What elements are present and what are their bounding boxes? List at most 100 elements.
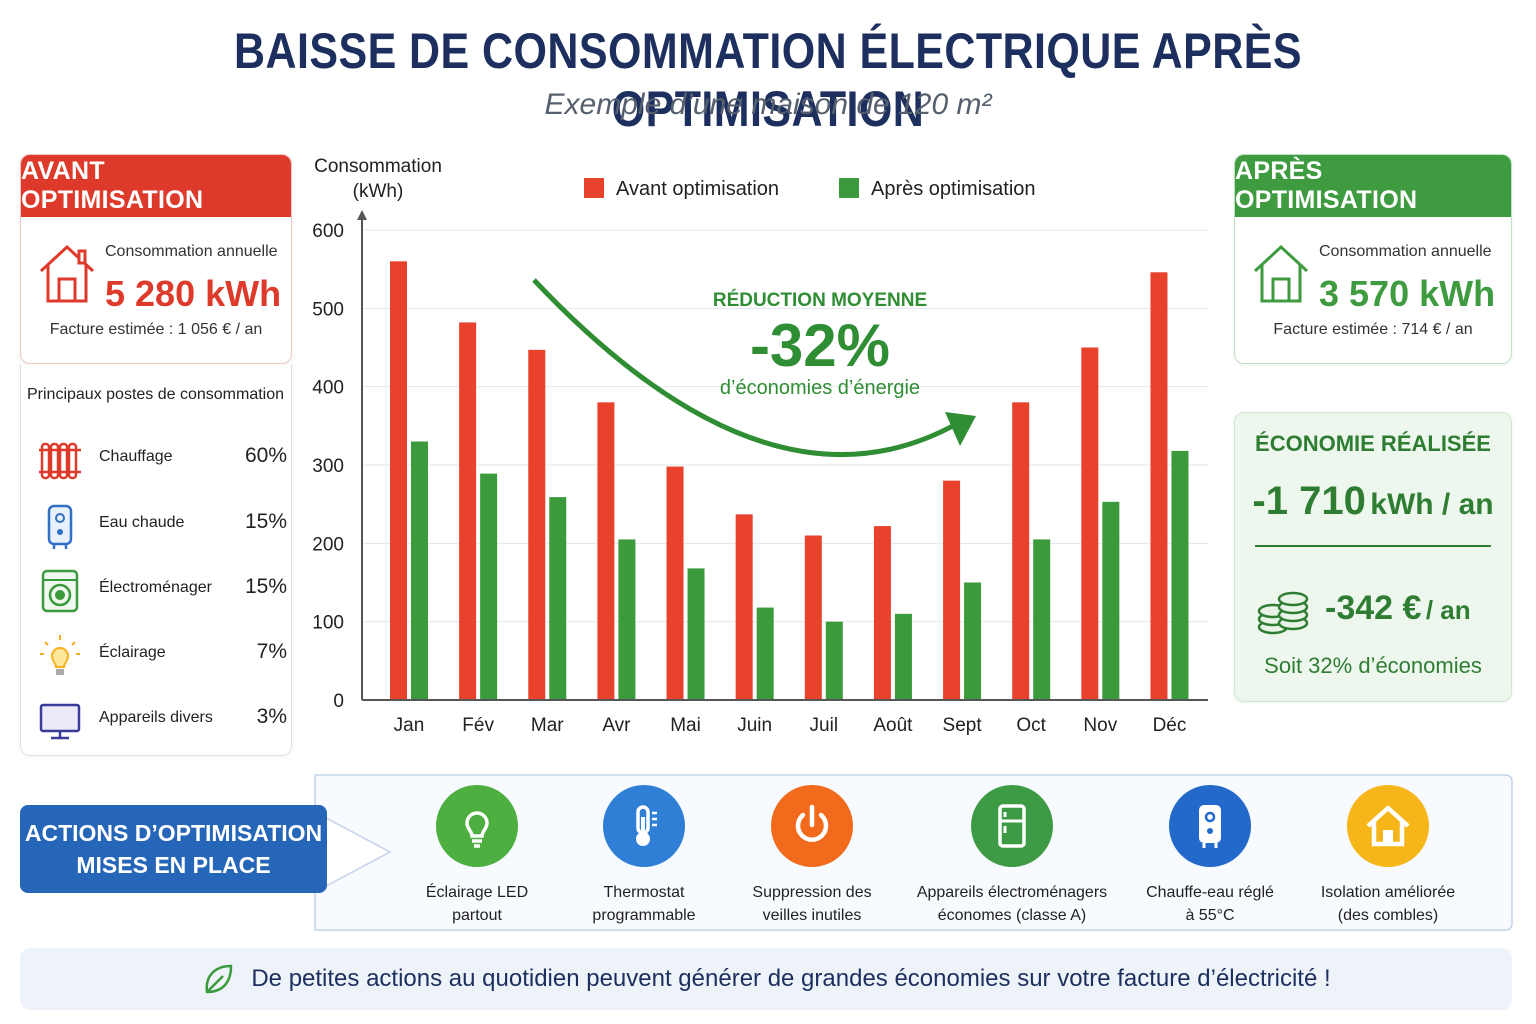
savings-divider xyxy=(1255,545,1491,547)
y-tick-label: 100 xyxy=(312,613,344,634)
bar-after xyxy=(964,582,982,700)
y-axis-label-line1: Consommation xyxy=(314,156,442,177)
savings-kwh-unit: kWh / an xyxy=(1370,488,1494,521)
bar-after xyxy=(1033,539,1051,700)
post-label: Chauffage xyxy=(99,448,173,465)
consumption-posts-card: Principaux postes de consommation Chauff… xyxy=(20,364,292,756)
post-row: Électroménager 15% xyxy=(37,565,287,615)
action-item: Isolation améliorée (des combles) xyxy=(1288,785,1488,927)
x-tick-label: Avr xyxy=(602,715,631,736)
action-label-line1: Isolation améliorée xyxy=(1320,884,1456,901)
actions-label-line2: MISES EN PLACE xyxy=(76,852,271,878)
boiler-icon xyxy=(1169,785,1251,867)
action-label-line2: économes (classe A) xyxy=(937,907,1087,924)
action-label-line1: Appareils électroménagers xyxy=(916,884,1108,901)
power-icon xyxy=(771,785,853,867)
post-label: Appareils divers xyxy=(99,709,213,726)
post-row: Chauffage 60% xyxy=(37,434,287,484)
post-label: Électroménager xyxy=(99,579,212,596)
annotation-value: -32% xyxy=(750,312,890,379)
action-label-line1: Thermostat xyxy=(603,884,685,901)
bar-before xyxy=(666,466,684,700)
x-tick-label: Nov xyxy=(1083,715,1117,736)
annotation-caption: d’économies d’énergie xyxy=(720,377,920,399)
before-value: 5 280 kWh xyxy=(105,273,282,314)
bar-before xyxy=(1150,272,1168,700)
action-item: Éclairage LED partout xyxy=(377,785,577,927)
bar-before xyxy=(597,402,615,700)
post-percent: 7% xyxy=(256,640,287,663)
bar-after xyxy=(1171,450,1189,700)
action-label-line2: veilles inutiles xyxy=(762,907,862,924)
post-percent: 60% xyxy=(244,444,287,467)
x-tick-label: Août xyxy=(873,715,913,736)
action-label-line2: (des combles) xyxy=(1337,907,1439,924)
action-label-line1: Suppression des xyxy=(752,884,872,901)
action-label-line2: programmable xyxy=(592,907,696,924)
lightbulb-icon xyxy=(40,635,80,675)
legend-swatch-after xyxy=(839,178,859,198)
footer-banner: De petites actions au quotidien peuvent … xyxy=(20,948,1512,1010)
post-label: Éclairage xyxy=(99,644,166,661)
savings-card: ÉCONOMIE RÉALISÉE -1 710 kWh / an -342 €… xyxy=(1234,412,1512,702)
savings-kwh-value: -1 710 xyxy=(1252,479,1366,523)
bar-before xyxy=(943,480,961,700)
savings-eur-unit: / an xyxy=(1425,595,1471,625)
post-row: Eau chaude 15% xyxy=(37,500,287,550)
action-item: Chauffe-eau réglé à 55°C xyxy=(1110,785,1310,927)
savings-eur: -342 € / an xyxy=(1325,589,1471,628)
bar-after xyxy=(1102,501,1120,700)
bar-before xyxy=(528,349,546,700)
coins-icon xyxy=(1257,591,1309,635)
y-axis-label-line2: (kWh) xyxy=(353,181,404,202)
leaf-icon xyxy=(205,964,233,994)
x-tick-label: Juil xyxy=(810,715,839,736)
post-percent: 15% xyxy=(244,510,287,533)
actions-panel: Éclairage LED partout Thermostat programma… xyxy=(315,775,1512,930)
savings-percent-text: Soit 32% d’économies xyxy=(1264,653,1482,678)
legend-label-after: Après optimisation xyxy=(871,178,1036,200)
bar-after xyxy=(480,473,498,700)
house-icon xyxy=(1253,244,1309,303)
page-title: BAISSE DE CONSOMMATION ÉLECTRIQUE APRÈS … xyxy=(234,23,1302,137)
actions-label-line1: ACTIONS D’OPTIMISATION xyxy=(24,820,323,846)
after-card: APRÈS OPTIMISATION Consommation annuelle… xyxy=(1234,154,1512,364)
house-icon xyxy=(39,244,95,303)
x-tick-label: Fév xyxy=(462,715,494,736)
page-subtitle: Exemple d’une maison de 120 m² xyxy=(544,88,992,121)
bar-after xyxy=(549,497,567,700)
computer-icon xyxy=(39,703,81,740)
before-label: Consommation annuelle xyxy=(105,243,278,260)
after-value: 3 570 kWh xyxy=(1319,273,1496,314)
after-header: APRÈS OPTIMISATION xyxy=(1235,155,1511,217)
bar-after xyxy=(411,441,428,700)
y-tick-label: 400 xyxy=(312,378,344,399)
before-card: AVANT OPTIMISATION Consommation annuelle… xyxy=(20,154,292,364)
post-label: Eau chaude xyxy=(99,514,185,531)
home-icon xyxy=(1347,785,1429,867)
action-label-line1: Éclairage LED xyxy=(425,884,529,901)
action-item: Thermostat programmable xyxy=(544,785,744,927)
legend-swatch-before xyxy=(584,178,604,198)
reduction-arrowhead xyxy=(945,412,976,446)
posts-title: Principaux postes de consommation xyxy=(27,386,285,403)
y-tick-label: 300 xyxy=(312,456,344,477)
x-tick-label: Mai xyxy=(670,715,701,736)
post-percent: 3% xyxy=(256,705,287,728)
thermometer-icon xyxy=(603,785,685,867)
action-item: Suppression des veilles inutiles xyxy=(712,785,912,927)
x-tick-label: Juin xyxy=(737,715,772,736)
bar-after xyxy=(825,621,843,700)
y-axis-arrow xyxy=(357,210,367,220)
action-label-line2: partout xyxy=(452,907,502,924)
post-percent: 15% xyxy=(244,575,287,598)
actions-label: ACTIONS D’OPTIMISATION MISES EN PLACE xyxy=(20,805,327,893)
bar-after xyxy=(756,607,774,700)
before-header: AVANT OPTIMISATION xyxy=(21,155,291,217)
x-tick-label: Jan xyxy=(394,715,425,736)
consumption-bar-chart: 0 100 200 300 400 500 600 Jan Fév Mar Avr Mai Juin Ju… xyxy=(312,156,1208,736)
legend-label-before: Avant optimisation xyxy=(616,178,779,200)
bar-before xyxy=(735,514,753,700)
bar-before xyxy=(390,261,407,700)
water-heater-icon xyxy=(47,504,73,549)
